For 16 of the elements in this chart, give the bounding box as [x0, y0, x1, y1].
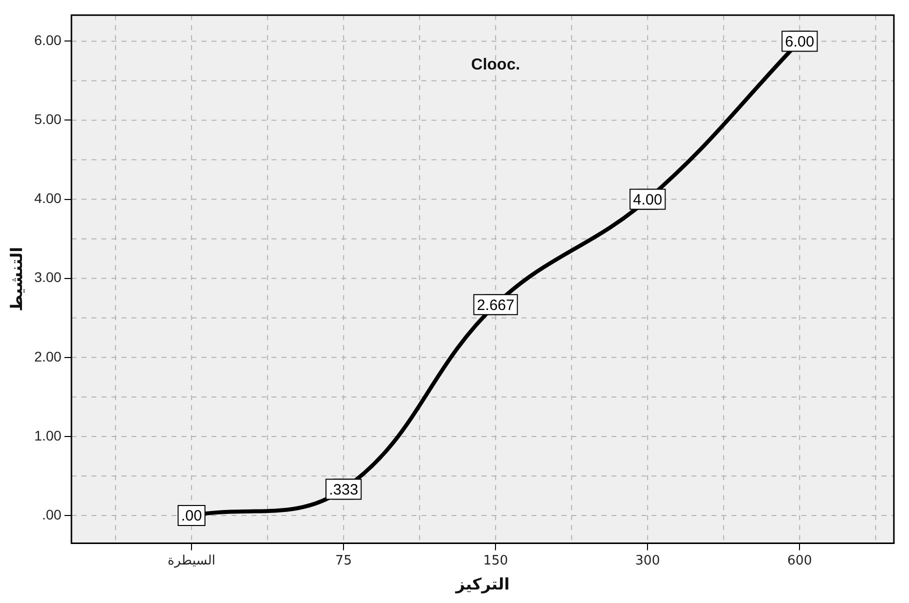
x-tick-label: 75 — [335, 553, 352, 568]
x-axis-title: التركيز — [454, 574, 510, 594]
y-tick-label: 3.00 — [34, 269, 62, 286]
y-tick-label: .00 — [42, 506, 62, 522]
x-tick-label: 150 — [483, 553, 508, 568]
y-axis-title: التنشيط — [6, 246, 26, 312]
y-tick-label: 5.00 — [34, 111, 62, 128]
y-tick-label: 1.00 — [34, 427, 62, 444]
y-tick-label: 4.00 — [34, 190, 62, 206]
y-tick-label: 6.00 — [34, 32, 62, 48]
x-tick-label: 300 — [635, 553, 660, 568]
text: Clooc. — [471, 56, 520, 74]
x-tick-label: 600 — [787, 553, 812, 568]
data-label: .00 — [181, 508, 202, 525]
x-tick-label: السيطرة — [168, 553, 216, 568]
y-tick-label: 2.00 — [34, 348, 62, 364]
